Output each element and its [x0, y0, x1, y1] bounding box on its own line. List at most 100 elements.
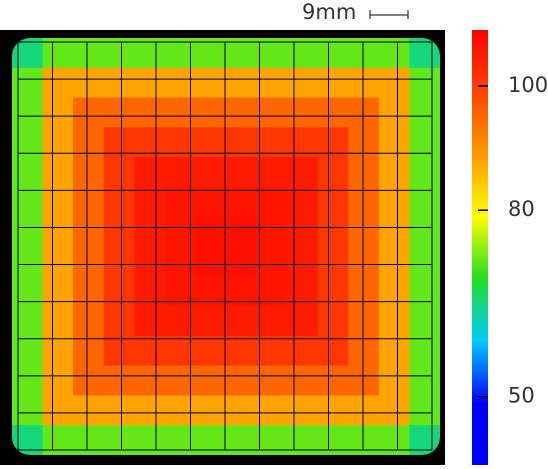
heat-cell — [409, 395, 440, 426]
heat-cell — [317, 395, 349, 426]
heat-cell — [164, 365, 196, 396]
heat-cell — [287, 97, 319, 128]
heat-cell — [226, 216, 258, 247]
heat-cell — [73, 97, 105, 128]
heat-cell — [256, 186, 288, 218]
heat-cell — [378, 216, 410, 247]
scale-bar — [369, 10, 409, 19]
heat-cell — [378, 67, 410, 99]
heat-cell — [409, 186, 440, 218]
colorbar — [472, 30, 488, 465]
heat-cell — [73, 186, 105, 218]
heat-cell — [103, 395, 135, 426]
heat-cell — [134, 246, 166, 277]
heat-cell — [164, 425, 196, 455]
heat-cell — [287, 127, 319, 158]
heat-cell — [287, 395, 319, 426]
heat-cell — [12, 186, 44, 218]
heat-cell — [42, 127, 74, 158]
heat-cell — [256, 38, 288, 69]
heat-cell — [42, 246, 74, 277]
heat-cell — [226, 365, 258, 396]
heat-cell — [195, 97, 227, 128]
heat-cell — [195, 395, 227, 426]
heat-cell — [256, 246, 288, 277]
heat-cell — [103, 67, 135, 99]
heat-cell — [287, 335, 319, 367]
heat-cell — [287, 306, 319, 337]
heat-cell — [73, 365, 105, 396]
heat-cell — [348, 425, 380, 455]
heat-cell — [73, 425, 105, 455]
heat-cell — [103, 425, 135, 455]
heat-cell — [73, 395, 105, 426]
heat-cell — [226, 97, 258, 128]
heat-cell — [73, 335, 105, 367]
heat-cell — [256, 216, 288, 247]
heat-cell — [409, 306, 440, 337]
heat-cell — [195, 127, 227, 158]
heat-cell — [317, 67, 349, 99]
heat-cell — [73, 246, 105, 277]
heat-cell — [256, 67, 288, 99]
heat-cell — [42, 335, 74, 367]
heat-cell — [42, 425, 74, 455]
heat-cell — [317, 306, 349, 337]
heat-cell — [378, 157, 410, 188]
heat-cell — [378, 306, 410, 337]
heat-cell — [409, 67, 440, 99]
heat-cell — [164, 97, 196, 128]
heat-cell — [103, 186, 135, 218]
heat-cell — [195, 216, 227, 247]
heat-cell — [164, 67, 196, 99]
heat-cell — [287, 425, 319, 455]
heat-cell — [409, 335, 440, 367]
heat-cell — [256, 157, 288, 188]
heat-cell — [317, 365, 349, 396]
heat-cell — [409, 127, 440, 158]
heat-cell — [378, 246, 410, 277]
heat-cell — [287, 365, 319, 396]
heat-cell — [409, 157, 440, 188]
heat-cell — [12, 216, 44, 247]
heat-cell — [73, 67, 105, 99]
heat-cell — [317, 38, 349, 69]
heat-cell — [378, 365, 410, 396]
heat-cell — [378, 38, 410, 69]
heat-cell — [348, 246, 380, 277]
heat-cell — [164, 246, 196, 277]
heat-cell — [12, 97, 44, 128]
heat-cell — [12, 365, 44, 396]
heat-cell — [134, 335, 166, 367]
heat-cell — [42, 97, 74, 128]
heat-cell — [256, 425, 288, 455]
heat-cell — [12, 127, 44, 158]
heat-cell — [134, 127, 166, 158]
heat-cell — [378, 97, 410, 128]
heat-cell — [103, 97, 135, 128]
heat-cell — [348, 127, 380, 158]
heat-cell — [256, 395, 288, 426]
heat-cell — [12, 335, 44, 367]
heat-cell — [195, 306, 227, 337]
heat-cell — [134, 97, 166, 128]
heat-cell — [317, 246, 349, 277]
heat-cell — [256, 335, 288, 367]
heat-cell — [134, 306, 166, 337]
heat-cell — [42, 365, 74, 396]
heat-cell — [103, 157, 135, 188]
heat-cell — [73, 157, 105, 188]
heat-cell — [103, 335, 135, 367]
heat-cell — [42, 38, 74, 69]
heat-cell — [287, 157, 319, 188]
heat-cell — [226, 127, 258, 158]
heat-cell — [226, 425, 258, 455]
heat-cell — [348, 395, 380, 426]
heat-cell — [409, 365, 440, 396]
heat-cell — [195, 365, 227, 396]
heat-cell — [134, 395, 166, 426]
heat-cell — [164, 335, 196, 367]
heat-cell — [317, 216, 349, 247]
heat-cell — [73, 127, 105, 158]
